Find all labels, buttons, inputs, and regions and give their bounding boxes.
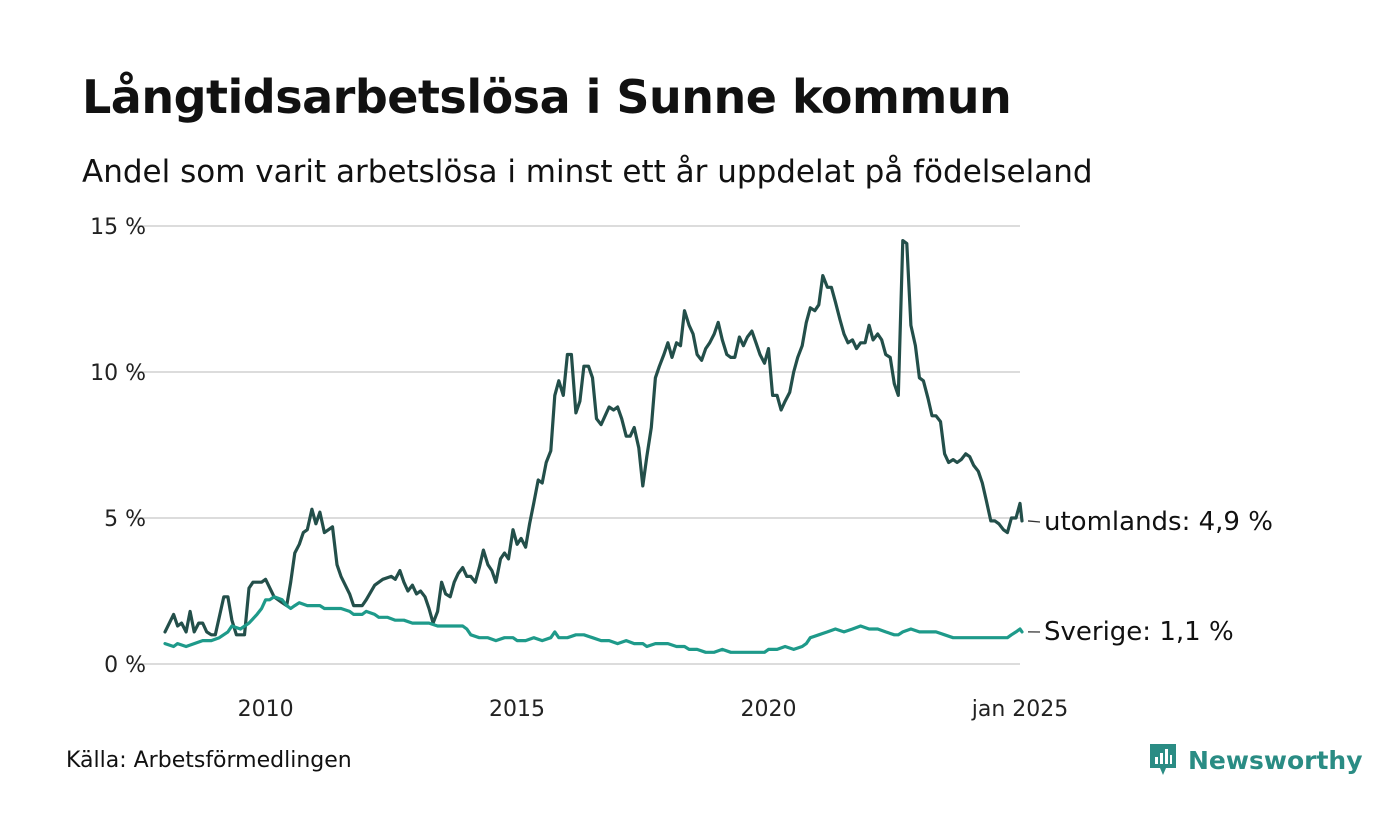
y-axis-ticks: 0 % 5 % 10 % 15 %: [90, 215, 146, 678]
series-end-labels: utomlands: 4,9 % Sverige: 1,1 %: [1027, 507, 1273, 647]
series-lines: [163, 239, 1024, 654]
y-tick-label: 5 %: [104, 507, 146, 532]
x-tick-label: 2020: [741, 697, 797, 722]
series-line-utomlands: [163, 239, 1024, 637]
source-note: Källa: Arbetsförmedlingen: [66, 748, 352, 773]
series-end-label-sverige: Sverige: 1,1 %: [1044, 617, 1234, 647]
x-tick-label: 2010: [238, 697, 294, 722]
x-tick-label: jan 2025: [971, 697, 1069, 722]
newsworthy-icon: [1150, 744, 1176, 775]
chart-subtitle: Andel som varit arbetslösa i minst ett å…: [82, 154, 1093, 190]
y-tick-label: 15 %: [90, 215, 146, 240]
y-tick-label: 10 %: [90, 361, 146, 386]
y-tick-label: 0 %: [104, 653, 146, 678]
x-tick-label: 2015: [489, 697, 545, 722]
end-label-connector: [1027, 520, 1041, 523]
series-end-label-utomlands: utomlands: 4,9 %: [1044, 507, 1273, 537]
brand-name: Newsworthy: [1188, 745, 1363, 775]
brand-logo: Newsworthy: [1148, 742, 1363, 778]
x-axis-ticks: 2010 2015 2020 jan 2025: [238, 697, 1069, 722]
chart-title: Långtidsarbetslösa i Sunne kommun: [82, 70, 1012, 124]
series-line-sverige: [163, 595, 1024, 654]
grid-lines: [133, 225, 1020, 665]
